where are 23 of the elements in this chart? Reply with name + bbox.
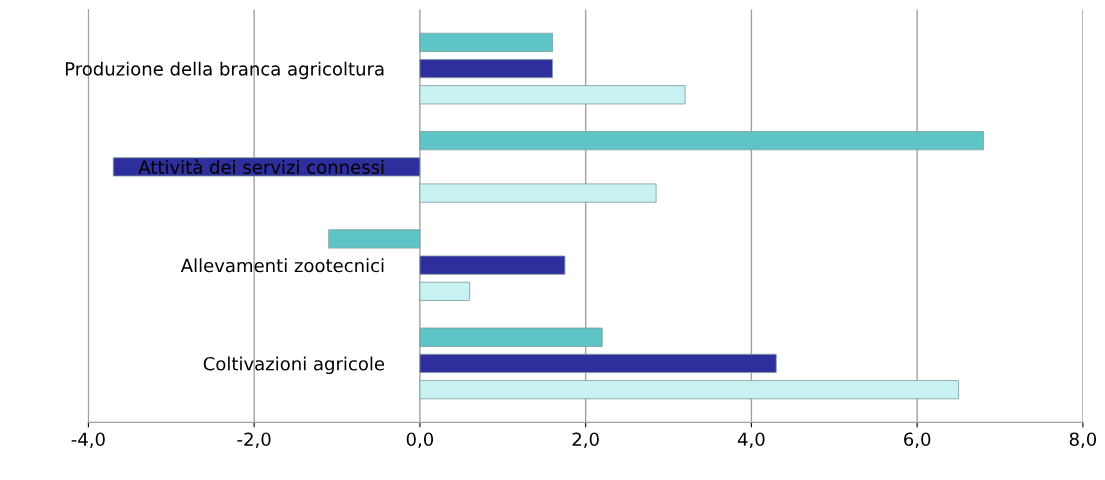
bar bbox=[419, 58, 553, 79]
x-tick-label: -4,0 bbox=[71, 432, 105, 448]
y-tick-label: Allevamenti zootecnici bbox=[180, 258, 384, 273]
x-tick-label: 8,0 bbox=[1069, 432, 1097, 448]
bar bbox=[112, 157, 421, 177]
y-tick-label: Produzione della branca agricoltura bbox=[65, 61, 384, 80]
x-tick-label: 0,0 bbox=[406, 432, 434, 448]
bar bbox=[419, 327, 603, 347]
bar bbox=[419, 255, 566, 275]
y-tick-label: Attività dei servizi connessi bbox=[138, 159, 384, 174]
x-tick-label: 6,0 bbox=[904, 432, 931, 448]
bar bbox=[419, 85, 686, 105]
bar bbox=[419, 281, 471, 301]
bar bbox=[419, 353, 777, 374]
y-tick-label: Coltivazioni agricole bbox=[203, 356, 385, 375]
bar bbox=[419, 183, 657, 203]
x-tick-label: 4,0 bbox=[737, 432, 765, 448]
bar bbox=[419, 131, 984, 151]
x-tick-label: 2,0 bbox=[572, 432, 599, 448]
bar bbox=[419, 32, 553, 52]
x-tick-label: -2,0 bbox=[237, 432, 271, 448]
bar bbox=[419, 380, 960, 400]
bar bbox=[328, 229, 421, 249]
